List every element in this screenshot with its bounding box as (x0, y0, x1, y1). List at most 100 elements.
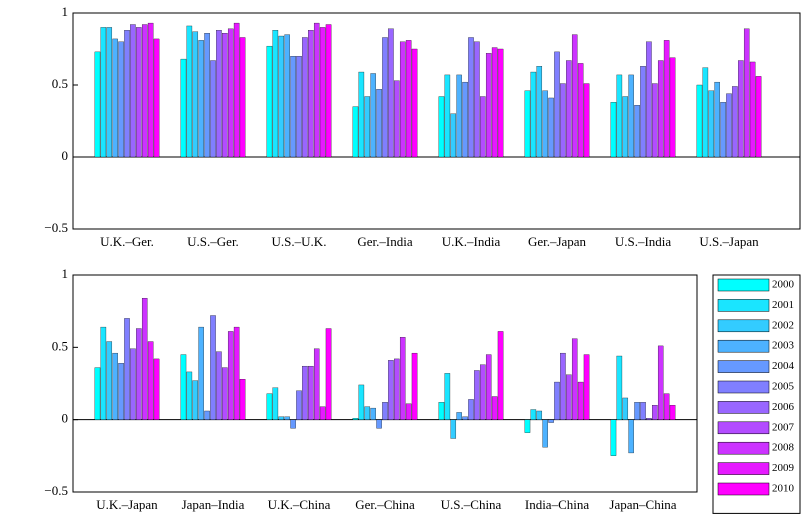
bar (325, 24, 332, 158)
bar (548, 97, 554, 158)
bar (646, 418, 652, 420)
bar (438, 402, 445, 420)
bar (542, 419, 548, 448)
bar (186, 25, 193, 158)
bar (376, 89, 382, 158)
bar (352, 418, 359, 420)
bar (296, 390, 302, 420)
bar (405, 403, 412, 420)
bar (663, 40, 670, 158)
x-tick-label: U.K.–Japan (96, 497, 158, 512)
bar (749, 61, 756, 158)
bar (186, 371, 193, 420)
bar (696, 84, 703, 158)
bar (462, 81, 468, 158)
bar (216, 351, 222, 420)
x-tick-label: U.S.–U.K. (272, 234, 327, 249)
bar (296, 56, 302, 158)
bar (622, 397, 629, 420)
bar (308, 365, 314, 420)
bar (577, 63, 584, 158)
bar (485, 53, 492, 158)
bar (566, 374, 572, 420)
bar (524, 90, 531, 158)
bar (313, 348, 320, 420)
bar (147, 22, 154, 158)
bar (714, 81, 720, 158)
bar (290, 56, 296, 158)
bar (239, 37, 246, 158)
bar (726, 93, 732, 158)
legend-swatch (717, 339, 770, 353)
bar (583, 83, 590, 158)
bar (284, 416, 290, 420)
bar (222, 33, 228, 158)
bar (652, 83, 658, 158)
axes-frame (72, 274, 698, 493)
bar (302, 37, 308, 158)
legend-swatch (717, 319, 770, 333)
bar (290, 419, 296, 429)
bar (663, 393, 670, 420)
legend-label: 2004 (772, 360, 795, 372)
bar (112, 38, 118, 158)
bar (491, 396, 498, 420)
bar (153, 358, 160, 420)
bar (669, 57, 676, 158)
bar (204, 33, 210, 158)
bar (468, 37, 474, 158)
bar (743, 28, 750, 158)
x-tick-label: U.S.–Japan (699, 234, 759, 249)
bar (141, 297, 148, 420)
x-tick-label: Ger.–China (355, 497, 415, 512)
bar (583, 354, 590, 420)
bar (628, 74, 634, 158)
x-tick-label: Japan–India (182, 497, 245, 512)
bar (319, 27, 326, 158)
bar (480, 96, 486, 158)
bar (530, 409, 537, 420)
bar (405, 40, 412, 158)
bar (325, 328, 332, 420)
bar (560, 83, 566, 158)
bar (530, 71, 537, 158)
bar (628, 419, 634, 454)
y-tick-label: −0.5 (44, 483, 68, 498)
bar (554, 51, 560, 158)
bar (210, 315, 216, 420)
bar (468, 399, 474, 420)
bar (313, 22, 320, 158)
bar (652, 405, 658, 420)
x-tick-label: Ger.–India (357, 234, 412, 249)
bar (358, 71, 365, 158)
bar (266, 45, 273, 158)
bar (536, 66, 543, 158)
legend-swatch (717, 462, 770, 475)
bar (233, 22, 240, 158)
x-tick-label: U.S.–India (615, 234, 672, 249)
bar (616, 355, 623, 420)
bar (319, 406, 326, 420)
legend-label: 2000 (772, 279, 795, 291)
bar (657, 60, 664, 158)
y-tick-label: 0.5 (52, 76, 68, 91)
x-tick-label: U.S.–Ger. (187, 234, 239, 249)
legend-label: 2008 (772, 442, 795, 454)
bar (198, 326, 204, 420)
bar (480, 364, 486, 420)
bar (524, 419, 531, 433)
bar (616, 74, 623, 158)
bar (130, 348, 136, 420)
legend-label: 2006 (772, 401, 795, 413)
bar (702, 67, 709, 158)
bar (147, 341, 154, 420)
bar (94, 367, 101, 420)
bar (640, 66, 646, 158)
bar (118, 41, 124, 158)
bar (640, 402, 646, 420)
bar (118, 363, 124, 420)
bar (497, 48, 504, 158)
bar (352, 106, 359, 158)
bar (94, 51, 101, 158)
bar (210, 60, 216, 158)
